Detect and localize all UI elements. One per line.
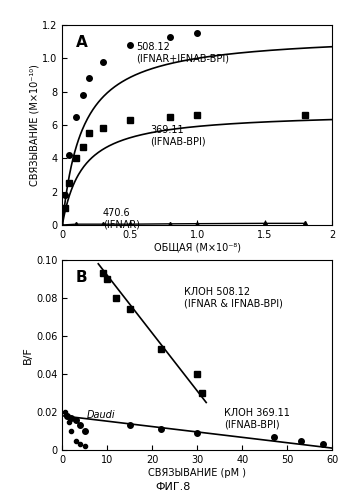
Text: 470.6
(IFNAR): 470.6 (IFNAR): [103, 208, 140, 230]
Text: 369.11
(IFNAB-BPI): 369.11 (IFNAB-BPI): [150, 125, 206, 146]
Text: КЛОН 508.12
(IFNAR & IFNAB-BPI): КЛОН 508.12 (IFNAR & IFNAB-BPI): [184, 286, 283, 308]
Text: 508.12
(IFNAR+IFNAB-BPI): 508.12 (IFNAR+IFNAB-BPI): [136, 42, 229, 64]
Text: A: A: [76, 35, 88, 50]
Y-axis label: B/F: B/F: [23, 346, 33, 364]
Text: ФИГ.8: ФИГ.8: [155, 482, 191, 492]
Text: Daudi: Daudi: [87, 410, 116, 420]
Text: B: B: [76, 270, 88, 284]
Y-axis label: СВЯЗЫВАНИЕ (M×10⁻¹⁰): СВЯЗЫВАНИЕ (M×10⁻¹⁰): [29, 64, 39, 186]
Text: КЛОН 369.11
(IFNAB-BPI): КЛОН 369.11 (IFNAB-BPI): [224, 408, 290, 430]
X-axis label: СВЯЗЫВАНИЕ (pM ): СВЯЗЫВАНИЕ (pM ): [148, 468, 246, 477]
X-axis label: ОБЩАЯ (M×10⁻⁸): ОБЩАЯ (M×10⁻⁸): [154, 242, 241, 252]
